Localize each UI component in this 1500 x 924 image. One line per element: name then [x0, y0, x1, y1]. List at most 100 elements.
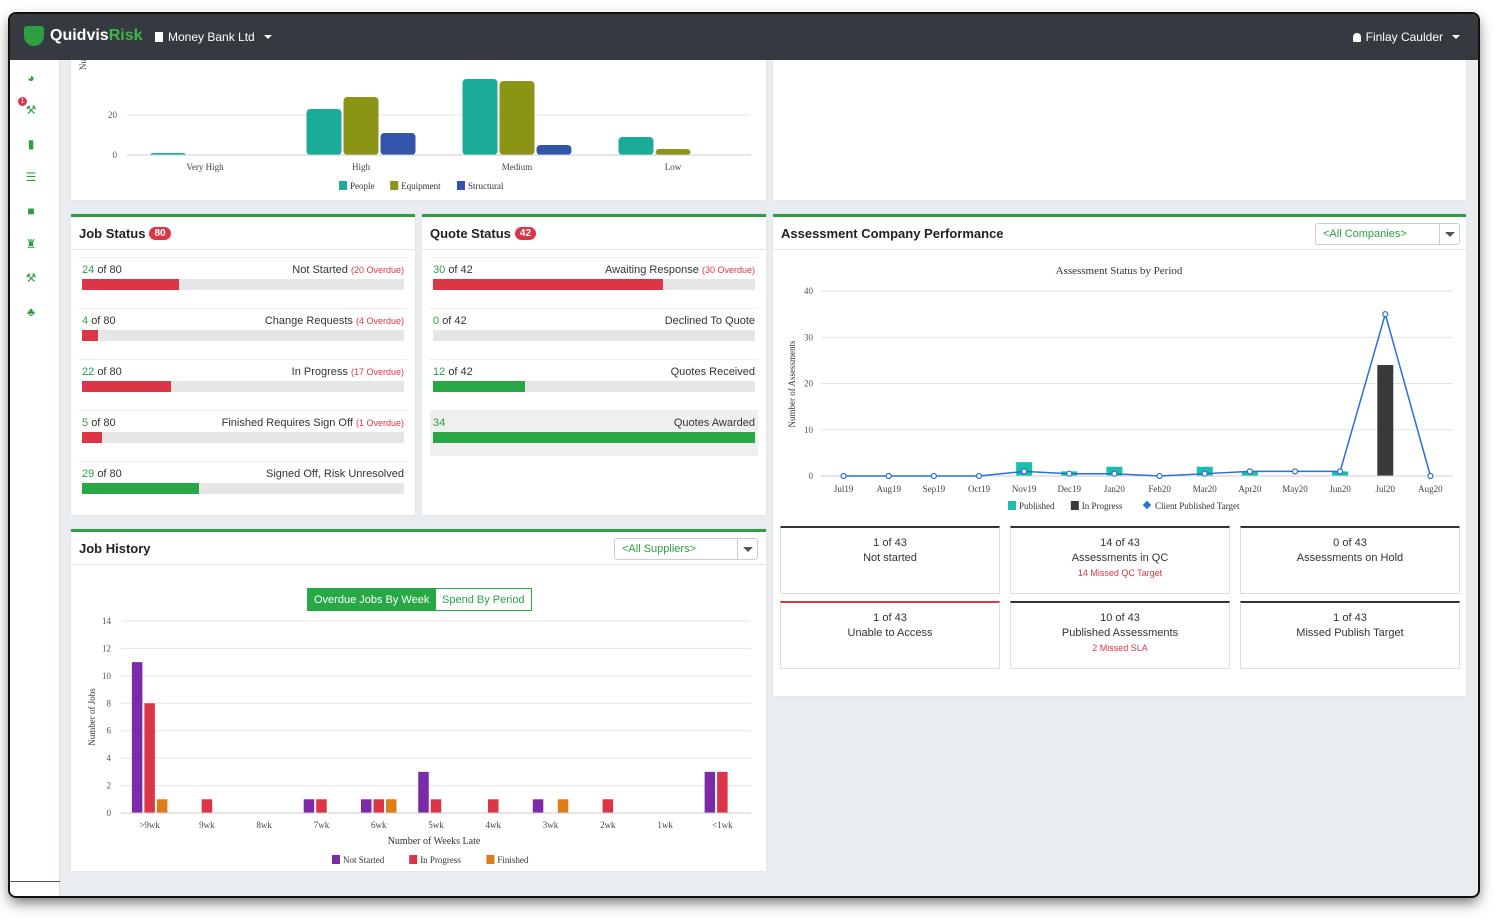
kpi-card[interactable]: 14 of 43 Assessments in QC 14 Missed QC Ta…: [1010, 526, 1230, 594]
progress-track: [82, 330, 404, 341]
quote-status-title: Quote Status 42: [430, 226, 537, 241]
target-point: [1021, 468, 1028, 475]
company-select[interactable]: <All Companies>: [1315, 223, 1460, 245]
legend-label: People: [350, 181, 375, 191]
y-tick-label: 40: [804, 286, 814, 296]
kpi-card[interactable]: 0 of 43 Assessments on Hold: [1240, 526, 1460, 594]
kpi-card[interactable]: 10 of 43 Published Assessments 2 Missed SL…: [1010, 601, 1230, 669]
status-label: Quotes Awarded: [674, 417, 755, 429]
target-point: [885, 472, 892, 480]
x-tick-label: Jul20: [1376, 484, 1396, 494]
notification-badge: 1: [18, 97, 27, 106]
quote-status-panel: Quote Status 42 30 of 42 Awaiting Respons…: [422, 214, 766, 515]
target-point: [930, 472, 937, 480]
job-status-title-text: Job Status: [79, 226, 146, 241]
bar: [602, 799, 614, 813]
kpi-card[interactable]: 1 of 43 Not started: [780, 526, 1000, 594]
x-tick-label: Nov19: [1012, 484, 1037, 494]
x-tick-label: 3wk: [543, 820, 559, 830]
chevron-down-icon[interactable]: [1439, 224, 1459, 244]
fire-extinguisher-icon[interactable]: ♜: [25, 237, 37, 251]
x-tick-label: 1wk: [657, 820, 673, 830]
building-icon[interactable]: ▮: [27, 137, 35, 151]
legend-swatch: [1070, 501, 1079, 510]
status-count-value: 30: [433, 264, 446, 276]
tools-icon[interactable]: ⚒: [25, 271, 37, 285]
company-name: Money Bank Ltd: [168, 30, 255, 44]
status-row[interactable]: 0 of 42 Declined To Quote: [430, 308, 758, 354]
list-icon[interactable]: ☰: [25, 170, 37, 184]
progress-fill: [82, 381, 171, 392]
legend-label: Finished: [497, 855, 529, 865]
status-count: 30 of 42: [433, 264, 473, 276]
bar: [303, 799, 315, 813]
status-label: Declined To Quote: [665, 315, 755, 327]
y-tick-label: 10: [102, 671, 112, 681]
sidebar-divider: [10, 881, 60, 882]
status-label-text: Awaiting Response: [604, 264, 699, 276]
status-row[interactable]: 5 of 80 Finished Requires Sign Off (1 Ove…: [79, 410, 407, 456]
target-point: [1066, 470, 1073, 477]
status-count-total: of 80: [91, 417, 116, 429]
kpi-card[interactable]: 1 of 43 Unable to Access: [780, 601, 1000, 669]
status-count-total: of 42: [442, 315, 467, 327]
status-row[interactable]: 34 Quotes Awarded: [430, 410, 758, 456]
status-row[interactable]: 29 of 80 Signed Off, Risk Unresolved: [79, 461, 407, 507]
status-row[interactable]: 24 of 80 Not Started (20 Overdue): [79, 257, 407, 303]
overdue-by-week-toggle[interactable]: Overdue Jobs By Week: [307, 588, 437, 611]
status-row[interactable]: 22 of 80 In Progress (17 Overdue): [79, 359, 407, 405]
status-row[interactable]: 4 of 80 Change Requests (4 Overdue): [79, 308, 407, 354]
status-count: 12 of 42: [433, 366, 473, 378]
x-tick-label: 2wk: [600, 820, 616, 830]
supplier-select[interactable]: <All Suppliers>: [614, 538, 758, 560]
legend-swatch: [457, 181, 465, 190]
bar: [316, 799, 327, 813]
kpi-count: 0 of 43: [1333, 537, 1367, 549]
status-label: Signed Off, Risk Unresolved: [266, 468, 404, 480]
status-count: 34: [433, 417, 445, 429]
y-tick-label: 8: [107, 698, 112, 708]
wrench-icon[interactable]: ⚒: [25, 103, 37, 117]
status-count: 4 of 80: [82, 315, 116, 327]
bar: [156, 799, 168, 813]
legend-label: Not Started: [343, 855, 385, 865]
user-icon: [1352, 32, 1361, 42]
status-label-text: Finished Requires Sign Off: [221, 417, 353, 429]
x-tick-label: 4wk: [486, 820, 502, 830]
status-row[interactable]: 12 of 42 Quotes Received: [430, 359, 758, 405]
kpi-card[interactable]: 1 of 43 Missed Publish Target: [1240, 601, 1460, 669]
status-count-value: 5: [82, 417, 89, 429]
bar: [655, 149, 691, 155]
status-count: 0 of 42: [433, 315, 467, 327]
y-tick-label: 4: [107, 753, 112, 763]
app-window: Quidvis Risk Money Bank Ltd Finlay Caulde…: [10, 14, 1478, 896]
assessment-performance-panel: Assessment Company Performance <All Comp…: [773, 214, 1466, 696]
legend-label: Equipment: [401, 181, 441, 191]
x-tick-label: Medium: [502, 162, 533, 172]
company-dropdown[interactable]: Money Bank Ltd: [155, 30, 272, 44]
bar: [385, 799, 397, 813]
status-count: 5 of 80: [82, 417, 116, 429]
x-tick-label: Dec19: [1058, 484, 1082, 494]
job-status-panel: Job Status 80 24 of 80 Not Started (20 Ov…: [71, 214, 415, 515]
status-count-value: 4: [82, 315, 89, 327]
bar: [306, 109, 342, 155]
spend-by-period-toggle[interactable]: Spend By Period: [435, 588, 532, 611]
status-count-total: of 80: [97, 468, 122, 480]
app-logo[interactable]: Quidvis Risk: [24, 26, 142, 46]
x-tick-label: 7wk: [314, 820, 330, 830]
kpi-label: Unable to Access: [847, 627, 933, 639]
dashboard-icon[interactable]: ◕: [27, 71, 35, 85]
briefcase-icon[interactable]: ■: [27, 204, 35, 218]
user-menu[interactable]: Finlay Caulder: [1352, 30, 1460, 44]
legend-label: Client Published Target: [1155, 501, 1240, 511]
y-axis-label: Number of Assessments: [787, 340, 797, 427]
divider: [71, 564, 766, 565]
status-row[interactable]: 30 of 42 Awaiting Response (30 Overdue): [430, 257, 758, 303]
x-tick-label: Apr20: [1238, 484, 1261, 494]
chevron-down-icon: [1452, 35, 1460, 39]
job-history-bar-chart: 0 2 4 6 8 10 12 14 >9wk 9wk 8wk 7wk 6wk 5wk 4wk 3wk 2wk 1…: [87, 616, 751, 865]
users-icon[interactable]: ♣: [27, 305, 35, 319]
chevron-down-icon[interactable]: [737, 539, 757, 559]
legend-swatch: [390, 181, 399, 190]
